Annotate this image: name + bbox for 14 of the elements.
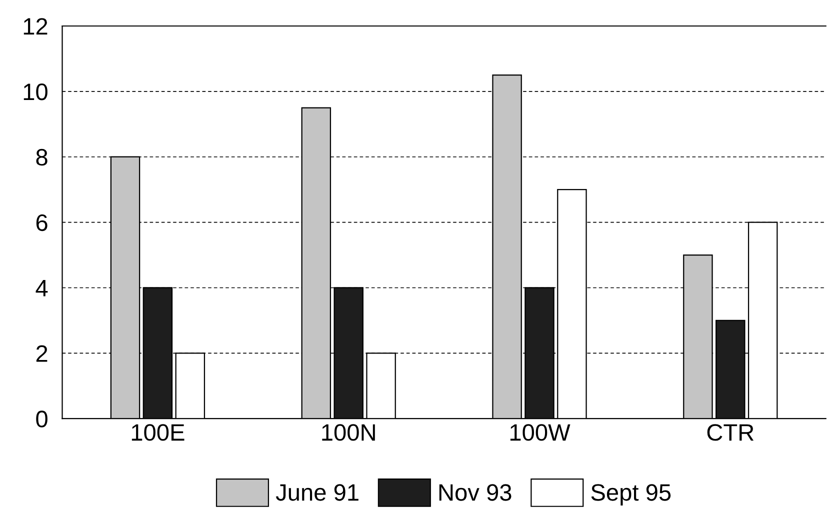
- x-tick-label: 100E: [132, 424, 184, 441]
- x-tick-label: CTR: [707, 424, 754, 441]
- y-tick-label: 0: [36, 410, 48, 428]
- y-tick-label: 10: [24, 84, 48, 100]
- legend-label: Sept 95: [591, 484, 671, 506]
- y-tick-label: 6: [36, 214, 48, 232]
- y-tick-label: 2: [36, 345, 48, 362]
- y-tick-label: 12: [24, 18, 48, 35]
- x-tick-label: 100N: [322, 424, 375, 441]
- legend-label: June 91: [276, 484, 358, 501]
- y-tick-label: 4: [36, 280, 48, 296]
- x-tick-label: 100W: [510, 424, 570, 441]
- y-tick-label: 8: [36, 148, 48, 166]
- legend-label: Nov 93: [439, 484, 512, 501]
